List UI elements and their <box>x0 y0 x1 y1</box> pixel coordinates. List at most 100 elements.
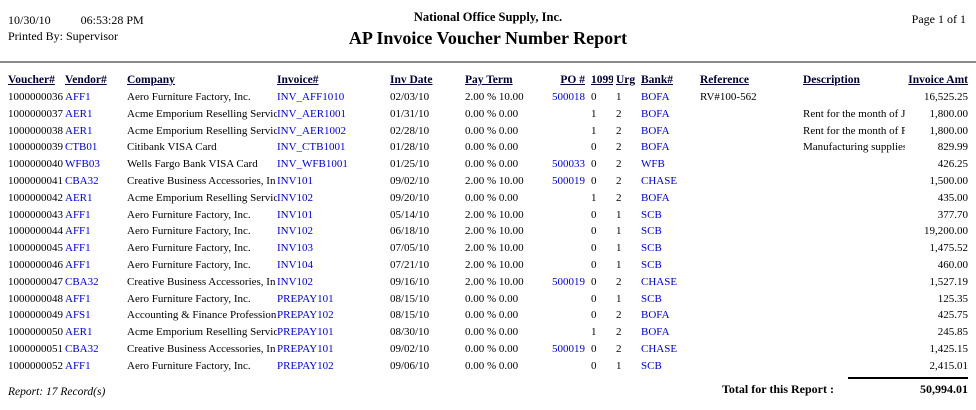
cell-f1099: 0 <box>591 359 597 372</box>
cell-po <box>540 223 588 240</box>
print-date: 10/30/10 <box>8 13 51 27</box>
cell-company: Aero Furniture Factory, Inc. <box>127 91 251 103</box>
cell-bank[interactable]: SCB <box>641 208 662 221</box>
cell-invoice[interactable]: INV104 <box>277 258 314 271</box>
cell-vendor[interactable]: CBA32 <box>65 342 99 355</box>
cell-vendor[interactable]: AFF1 <box>65 292 91 305</box>
cell-amount: 425.75 <box>937 309 968 322</box>
cell-payterm: 0.00 % 0.00 <box>465 124 519 137</box>
cell-invoice[interactable]: INV103 <box>277 242 314 255</box>
cell-urg: 2 <box>616 191 622 204</box>
cell-bank[interactable]: BOFA <box>641 309 670 322</box>
cell-vendor[interactable]: AFF1 <box>65 91 91 103</box>
cell-urg: 1 <box>616 359 622 372</box>
cell-vendor[interactable]: AFS1 <box>65 309 91 322</box>
cell-po[interactable]: 500019 <box>552 342 585 355</box>
cell-bank[interactable]: CHASE <box>641 174 678 187</box>
cell-amount: 125.35 <box>937 292 968 305</box>
cell-invoice[interactable]: INV101 <box>277 208 314 221</box>
cell-amount: 1,475.52 <box>929 242 969 255</box>
cell-description <box>800 358 905 375</box>
cell-po <box>540 240 588 257</box>
cell-company: Creative Business Accessories, In <box>127 174 276 187</box>
cell-po[interactable]: 500033 <box>552 158 585 171</box>
table-row: 1000000039 CTB01 Citibank VISA Card INV_CTB… <box>8 139 968 156</box>
cell-vendor[interactable]: AER1 <box>65 326 93 339</box>
cell-vendor[interactable]: AFF1 <box>65 225 91 238</box>
cell-vendor[interactable]: CBA32 <box>65 174 99 187</box>
cell-bank[interactable]: BOFA <box>641 141 670 154</box>
cell-invoice[interactable]: INV_AER1001 <box>277 107 347 120</box>
table-row: 1000000037 AER1 Acme Emporium Reselling Se… <box>8 106 968 123</box>
cell-invdate: 09/20/10 <box>390 191 430 204</box>
cell-invoice[interactable]: PREPAY101 <box>277 342 334 355</box>
cell-bank[interactable]: SCB <box>641 292 662 305</box>
cell-invoice[interactable]: INV_AER1002 <box>277 124 347 137</box>
cell-po <box>540 358 588 375</box>
table-row: 1000000050 AER1 Acme Emporium Reselling Se… <box>8 324 968 341</box>
cell-vendor[interactable]: CBA32 <box>65 275 99 288</box>
cell-invoice[interactable]: PREPAY101 <box>277 292 334 305</box>
cell-f1099: 0 <box>591 208 597 221</box>
cell-invdate: 05/14/10 <box>390 208 430 221</box>
cell-invoice[interactable]: INV102 <box>277 225 314 238</box>
print-info: 10/30/10 06:53:28 PM Printed By: Supervis… <box>8 12 144 44</box>
cell-payterm: 0.00 % 0.00 <box>465 309 519 322</box>
cell-bank[interactable]: BOFA <box>641 326 670 339</box>
cell-vendor[interactable]: AER1 <box>65 107 93 120</box>
cell-vendor[interactable]: CTB01 <box>65 141 98 154</box>
cell-f1099: 0 <box>591 292 597 305</box>
cell-vendor[interactable]: AER1 <box>65 191 93 204</box>
cell-po <box>540 257 588 274</box>
company-name: National Office Supply, Inc. <box>413 10 563 24</box>
cell-voucher: 1000000052 <box>8 359 63 372</box>
cell-bank[interactable]: SCB <box>641 258 662 271</box>
cell-invoice[interactable]: INV102 <box>277 191 314 204</box>
cell-vendor[interactable]: AER1 <box>65 124 93 137</box>
cell-invoice[interactable]: INV101 <box>277 174 314 187</box>
cell-company: Citibank VISA Card <box>127 141 217 154</box>
cell-invoice[interactable]: INV_CTB1001 <box>277 141 346 154</box>
cell-invoice[interactable]: INV_WFB1001 <box>277 158 348 171</box>
cell-bank[interactable]: BOFA <box>641 91 670 103</box>
cell-bank[interactable]: CHASE <box>641 275 678 288</box>
cell-vendor[interactable]: WFB03 <box>65 158 100 171</box>
cell-vendor[interactable]: AFF1 <box>65 359 91 372</box>
cell-urg: 2 <box>616 158 622 171</box>
cell-bank[interactable]: CHASE <box>641 342 678 355</box>
cell-po[interactable]: 500018 <box>552 91 585 103</box>
cell-vendor[interactable]: AFF1 <box>65 208 91 221</box>
cell-f1099: 0 <box>591 342 597 355</box>
cell-payterm: 0.00 % 0.00 <box>465 107 519 120</box>
cell-bank[interactable]: WFB <box>641 158 665 171</box>
cell-bank[interactable]: BOFA <box>641 124 670 137</box>
cell-vendor[interactable]: AFF1 <box>65 242 91 255</box>
cell-company: Accounting & Finance Profession <box>127 309 277 322</box>
cell-po[interactable]: 500019 <box>552 275 585 288</box>
cell-company: Aero Furniture Factory, Inc. <box>127 225 251 238</box>
cell-description <box>800 156 905 173</box>
cell-invoice[interactable]: INV102 <box>277 275 314 288</box>
cell-bank[interactable]: SCB <box>641 242 662 255</box>
cell-urg: 2 <box>616 309 622 322</box>
cell-bank[interactable]: BOFA <box>641 191 670 204</box>
cell-reference <box>700 274 800 291</box>
cell-bank[interactable]: SCB <box>641 225 662 238</box>
cell-reference <box>700 257 800 274</box>
cell-invoice[interactable]: INV_AFF1010 <box>277 91 345 103</box>
cell-po[interactable]: 500019 <box>552 174 585 187</box>
cell-bank[interactable]: SCB <box>641 359 662 372</box>
cell-po <box>540 190 588 207</box>
cell-description: Manufacturing supplies <box>803 141 905 154</box>
cell-voucher: 1000000042 <box>8 191 63 204</box>
cell-invoice[interactable]: PREPAY101 <box>277 326 334 339</box>
cell-f1099: 1 <box>591 124 597 137</box>
cell-f1099: 0 <box>591 242 597 255</box>
total-amount: 50,994.01 <box>848 377 968 397</box>
cell-vendor[interactable]: AFF1 <box>65 258 91 271</box>
cell-bank[interactable]: BOFA <box>641 107 670 120</box>
cell-invoice[interactable]: PREPAY102 <box>277 309 334 322</box>
cell-payterm: 0.00 % 0.00 <box>465 191 519 204</box>
report-heading: National Office Supply, Inc. AP Invoice … <box>0 10 976 49</box>
cell-invoice[interactable]: PREPAY102 <box>277 359 334 372</box>
